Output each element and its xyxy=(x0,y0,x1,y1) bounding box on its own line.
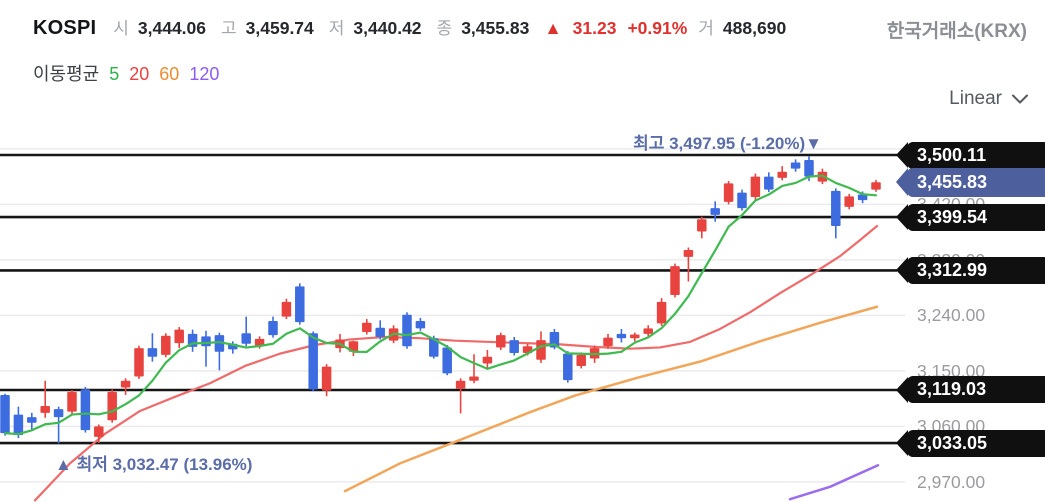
chevron-down-icon xyxy=(1012,94,1028,104)
high-value: 3,459.74 xyxy=(245,18,314,38)
y-axis-label: 2,970.00 xyxy=(917,471,986,492)
change-value: 31.23 xyxy=(572,18,617,38)
level-price-badge-value: 3,312.99 xyxy=(907,256,1045,284)
level-price-badge: 3,312.99 xyxy=(896,256,1045,284)
low-annotation: ▲ 최저 3,032.47 (13.96%) xyxy=(55,450,252,475)
level-price-badge-value: 3,500.11 xyxy=(907,141,1045,169)
volume-label: 거 xyxy=(698,19,714,38)
open-label: 시 xyxy=(113,19,129,38)
low-marker-icon: ▲ xyxy=(55,455,72,474)
volume-value: 488,690 xyxy=(722,18,787,38)
scale-selector-label: Linear xyxy=(949,88,1002,109)
high-annotation-text: 최고 3,497.95 (-1.20%) xyxy=(633,134,806,153)
badge-arrow-icon xyxy=(896,257,908,284)
change-percent: +0.91% xyxy=(627,18,688,38)
badge-arrow-icon xyxy=(896,168,908,197)
current-price-badge: 3,455.83 xyxy=(896,167,1045,197)
high-annotation: 최고 3,497.95 (-1.20%)▼ xyxy=(633,129,822,154)
change-arrow-icon: ▲ xyxy=(544,18,562,38)
scale-selector[interactable]: Linear xyxy=(949,88,1028,110)
symbol-name: KOSPI xyxy=(33,17,97,39)
ma-legend-title: 이동평균 xyxy=(33,64,100,84)
level-price-badge-value: 3,033.05 xyxy=(907,429,1045,457)
badge-arrow-icon xyxy=(896,142,908,168)
level-price-badge: 3,500.11 xyxy=(896,141,1045,169)
level-price-badge: 3,119.03 xyxy=(896,376,1045,404)
ma-legend-20: 20 xyxy=(129,64,150,84)
close-label: 종 xyxy=(436,19,453,38)
badge-arrow-icon xyxy=(896,204,908,231)
current-price-badge-value: 3,455.83 xyxy=(907,167,1045,197)
ma-legend: 이동평균 5 20 60 120 xyxy=(33,60,219,86)
ma-legend-60: 60 xyxy=(159,64,180,84)
high-label: 고 xyxy=(221,19,237,38)
level-price-badge-value: 3,119.03 xyxy=(907,376,1045,404)
exchange-name: 한국거래소(KRX) xyxy=(886,21,1027,42)
high-marker-icon: ▼ xyxy=(805,134,822,153)
close-value: 3,455.83 xyxy=(461,18,530,38)
y-axis-label: 3,150.00 xyxy=(917,360,986,381)
y-axis-label: 3,240.00 xyxy=(917,305,986,326)
ma-legend-5: 5 xyxy=(109,64,120,84)
level-price-badge: 3,399.54 xyxy=(896,203,1045,231)
quote-header: KOSPI 시 3,444.06 고 3,459.74 저 3,440.42 종… xyxy=(33,14,792,40)
low-value: 3,440.42 xyxy=(353,18,422,38)
ma-legend-120: 120 xyxy=(189,64,220,84)
open-value: 3,444.06 xyxy=(137,18,207,38)
level-price-badge: 3,033.05 xyxy=(896,429,1045,457)
low-annotation-text: 최저 3,032.47 (13.96%) xyxy=(76,455,253,474)
badge-arrow-icon xyxy=(896,430,908,456)
badge-arrow-icon xyxy=(896,376,908,403)
level-price-badge-value: 3,399.54 xyxy=(907,203,1045,231)
low-label: 저 xyxy=(328,19,345,38)
